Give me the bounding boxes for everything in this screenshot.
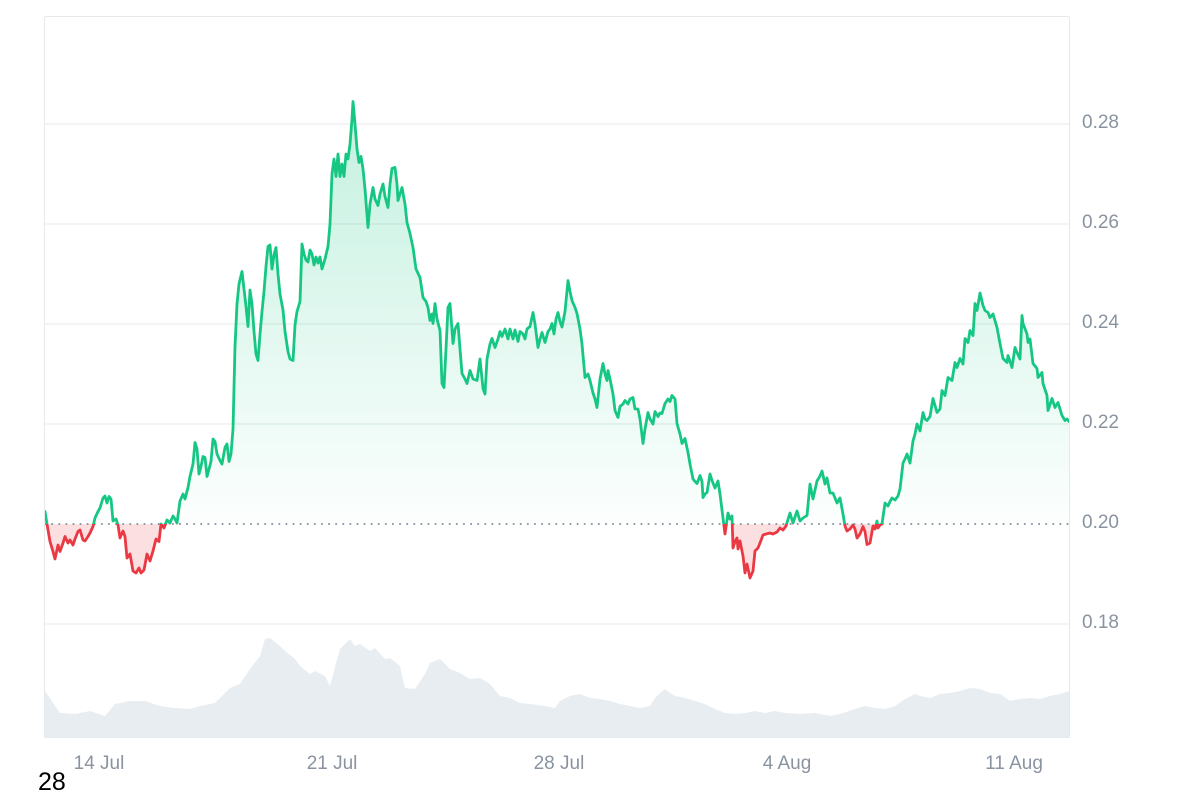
price-area-down (45, 524, 1069, 578)
x-tick-label-21-Jul: 21 Jul (306, 753, 358, 774)
price-chart-card (44, 16, 1070, 738)
y-tick-label-0.24: 0.24 (1082, 312, 1119, 333)
x-tick-label-28-Jul: 28 Jul (533, 753, 585, 774)
footnote-28: 28 (38, 768, 66, 796)
price-line-up (45, 100, 1069, 524)
y-tick-label-0.28: 0.28 (1082, 112, 1119, 133)
x-tick-label-4-Aug: 4 Aug (762, 753, 812, 774)
x-tick-label-14-Jul: 14 Jul (73, 753, 125, 774)
y-tick-label-0.20: 0.20 (1082, 512, 1119, 533)
y-axis: 0.28 0.26 0.24 0.22 0.20 0.18 (1082, 0, 1192, 800)
volume-area (45, 638, 1069, 737)
price-area-up (45, 101, 1069, 524)
y-tick-label-0.18: 0.18 (1082, 612, 1119, 633)
price-chart[interactable] (45, 17, 1069, 737)
y-tick-label-0.22: 0.22 (1082, 412, 1119, 433)
y-tick-label-0.26: 0.26 (1082, 212, 1119, 233)
x-tick-label-11-Aug: 11 Aug (985, 753, 1043, 774)
